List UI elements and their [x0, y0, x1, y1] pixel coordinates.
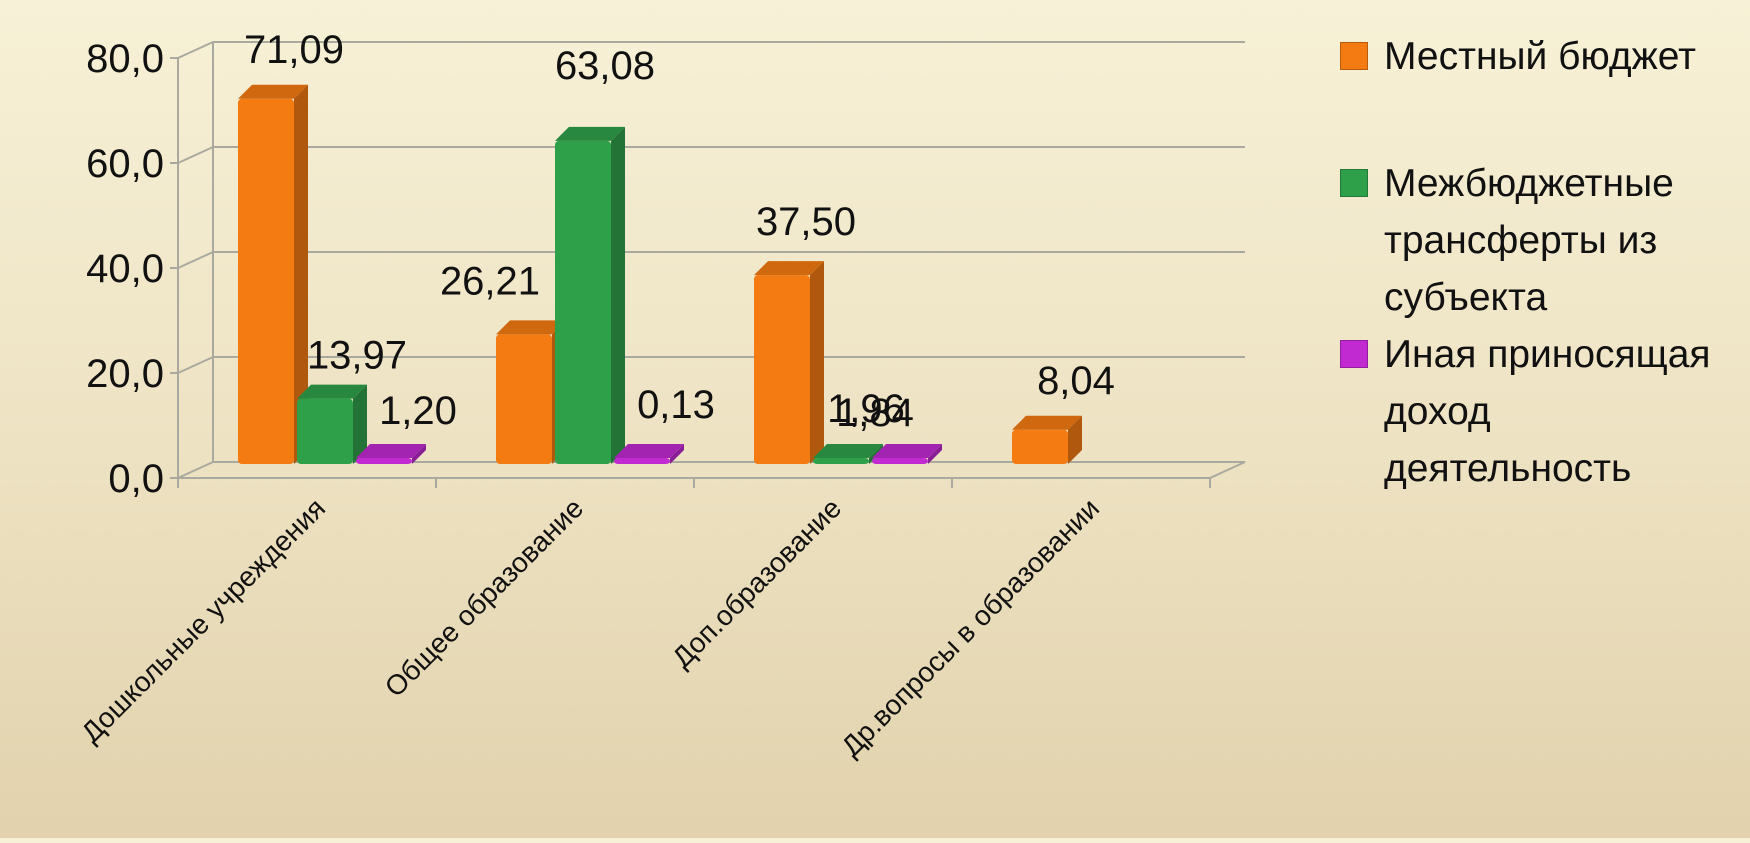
bar [496, 334, 552, 464]
grid-diagonal [177, 356, 214, 374]
y-tick-label: 0,0 [108, 457, 164, 501]
legend-item-other-income: Иная приносящая доход деятельность [1340, 326, 1740, 497]
grid-diagonal [177, 251, 214, 269]
bar-side [353, 384, 367, 464]
bar-side [412, 444, 426, 464]
legend: Местный бюджет Межбюджетные трансферты и… [1340, 28, 1740, 497]
data-label: 13,97 [307, 334, 407, 378]
legend-item-transfers: Межбюджетные трансферты из субъекта [1340, 155, 1740, 326]
data-label: 71,09 [244, 28, 344, 72]
bar-side [1068, 415, 1082, 464]
bar-top [872, 444, 942, 458]
legend-swatch-other-income [1340, 340, 1368, 368]
grid-diagonal [177, 461, 214, 479]
category-label: Доп.образование [666, 492, 847, 673]
legend-label-transfers: Межбюджетные трансферты из субъекта [1384, 162, 1674, 319]
bar [754, 275, 810, 464]
bar [614, 458, 670, 464]
data-label: 1,96 [827, 387, 905, 431]
bar [238, 98, 294, 464]
data-label: 37,50 [756, 200, 856, 244]
legend-swatch-local-budget [1340, 42, 1368, 70]
bar-top [555, 126, 625, 141]
data-label: 63,08 [555, 44, 655, 88]
legend-label-other-income: Иная приносящая доход деятельность [1384, 333, 1711, 490]
bar-top [754, 261, 824, 276]
legend-item-local-budget: Местный бюджет [1340, 28, 1740, 85]
bar-top [496, 320, 566, 335]
category-label: Дошкольные учреждения [75, 492, 331, 748]
y-tick-label: 80,0 [86, 37, 164, 81]
bar-top [813, 444, 883, 458]
data-label: 1,20 [379, 389, 457, 433]
bar-top [614, 444, 684, 458]
category-label: Общее образование [379, 492, 590, 703]
bar-top [356, 444, 426, 458]
bar-side [928, 444, 942, 464]
bar-side [294, 84, 308, 464]
data-label: 0,13 [637, 383, 715, 427]
bar [872, 458, 928, 464]
category-label: Др.вопросы в образовании [835, 492, 1105, 762]
bar-side [611, 126, 625, 464]
y-tick-label: 40,0 [86, 247, 164, 291]
bar-side [670, 444, 684, 464]
grid-diagonal [177, 41, 214, 59]
legend-swatch-transfers [1340, 169, 1368, 197]
bar [555, 140, 611, 464]
bar-side [810, 261, 824, 464]
bar-top [1012, 415, 1082, 430]
bar [356, 458, 412, 464]
legend-label-local-budget: Местный бюджет [1384, 35, 1696, 78]
data-label: 8,04 [1037, 359, 1115, 403]
bar [1012, 429, 1068, 464]
data-label: 1,84 [836, 391, 914, 435]
bar-top [297, 384, 367, 399]
y-tick-label: 60,0 [86, 142, 164, 186]
bar-top [238, 84, 308, 99]
floor-right-edge [1209, 461, 1246, 479]
bar [813, 458, 869, 464]
data-label: 26,21 [440, 259, 540, 303]
bar [297, 398, 353, 464]
y-tick-label: 20,0 [86, 352, 164, 396]
grid-diagonal [177, 146, 214, 164]
